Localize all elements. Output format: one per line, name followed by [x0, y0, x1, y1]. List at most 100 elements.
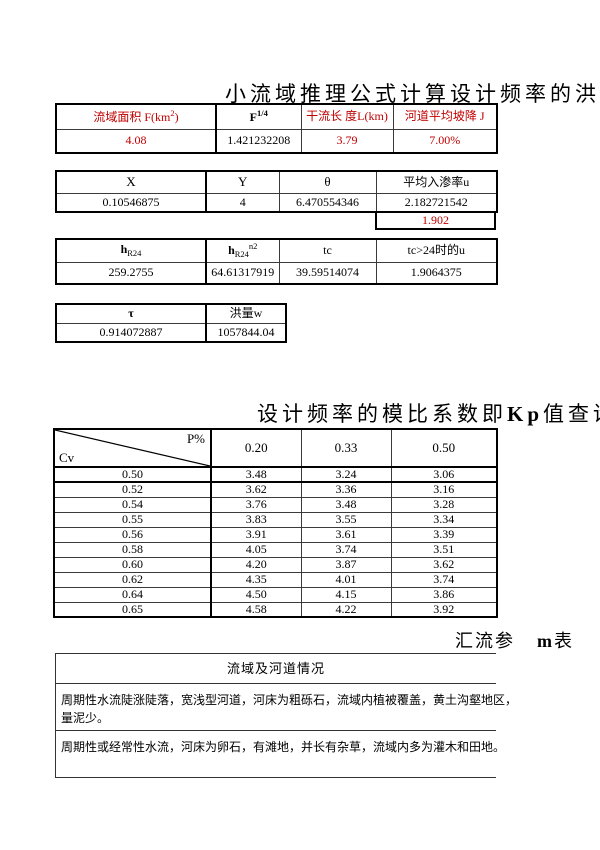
kp-value-cell: 3.87 [300, 556, 392, 573]
kp-cv-cell: 0.65 [53, 601, 212, 618]
superscript: n2 [248, 241, 258, 252]
kp-value-cell: 3.61 [300, 526, 392, 543]
m-table-label: 汇流参 m表 [455, 627, 574, 653]
kp-row: 0.56 3.91 3.61 3.39 [53, 526, 498, 543]
kp-cv-cell: 0.54 [53, 496, 212, 513]
kp-value-cell: 4.20 [210, 556, 302, 573]
river-condition-row2-text: 周期性或经常性水流，河床为卵石，有滩地，并长有杂草，流域内多为灌木和田地。 [61, 740, 506, 754]
kp-value-cell: 3.92 [390, 601, 498, 618]
kp-value-cell: 3.24 [300, 466, 392, 484]
header-text: F [249, 110, 257, 125]
xytheta-table: X Y θ 平均入渗率u 0.10546875 4 6.470554346 2.… [55, 170, 498, 213]
kp-value-cell: 3.62 [390, 556, 498, 573]
table-row: 周期性或经常性水流，河床为卵石，有滩地，并长有杂草，流域内多为灌木和田地。 [56, 730, 505, 778]
header-cell-infiltration: 平均入渗率u [375, 170, 498, 194]
kp-value-cell: 3.48 [300, 496, 392, 513]
kp-value-cell: 3.86 [390, 586, 498, 603]
kp-value-cell: 4.50 [210, 586, 302, 603]
kp-value-cell: 4.15 [300, 586, 392, 603]
kp-value-cell: 3.76 [210, 496, 302, 513]
kp-cv-cell: 0.62 [53, 571, 212, 588]
kp-value-cell: 3.48 [210, 466, 302, 484]
header-cell-slope: 河道平均坡降 J [392, 103, 498, 130]
kp-section-title: 设计频率的模比系数即Kp值查询 [257, 398, 600, 428]
kp-col-header: 0.50 [390, 428, 498, 468]
kp-value-cell: 3.51 [390, 541, 498, 558]
kp-lookup-table: P% Cv 0.20 0.33 0.50 0.50 3.48 3.24 3.06… [53, 428, 498, 619]
header-text: 流域面积 F(km [93, 110, 171, 125]
kp-row: 0.50 3.48 3.24 3.06 [53, 466, 498, 484]
kp-value-cell: 4.01 [300, 571, 392, 588]
kp-cv-cell: 0.50 [53, 466, 212, 484]
kp-row: 0.65 4.58 4.22 3.92 [53, 601, 498, 618]
kp-value-cell: 4.05 [210, 541, 302, 558]
value-cell-hr24n2: 64.61317919 [205, 261, 280, 285]
value-cell-tc: 39.59514074 [278, 261, 377, 285]
kp-cv-cell: 0.52 [53, 481, 212, 498]
kp-row: 0.52 3.62 3.36 3.16 [53, 481, 498, 498]
kp-value-cell: 4.22 [300, 601, 392, 618]
m-label-prefix: 汇流参 [455, 631, 515, 651]
header-cell-flood-volume: 洪量w [205, 303, 287, 324]
header-cell-tc: tc [278, 238, 377, 263]
kp-cv-cell: 0.60 [53, 556, 212, 573]
header-cell-basin-area: 流域面积 F(km2) [55, 103, 217, 130]
header-cell-tc24u: tc>24时的u [375, 238, 498, 263]
value-cell-tau: 0.914072887 [55, 322, 207, 343]
kp-p-label: P% [186, 431, 205, 446]
kp-row: 0.55 3.83 3.55 3.34 [53, 511, 498, 528]
kp-value-cell: 3.16 [390, 481, 498, 498]
header-cell-x: X [55, 170, 207, 194]
value-cell-flood-volume: 1057844.04 [205, 322, 287, 343]
kp-col-header: 0.33 [300, 428, 392, 468]
river-condition-header: 流域及河道情况 [56, 653, 496, 683]
value-cell-basin-area: 4.08 [55, 128, 217, 154]
header-cell-f14: F1/4 [215, 103, 302, 130]
value-cell-y: 4 [205, 192, 280, 213]
kp-cv-cell: 0.56 [53, 526, 212, 543]
kp-value-cell: 3.62 [210, 481, 302, 498]
kp-row: 0.58 4.05 3.74 3.51 [53, 541, 498, 558]
header-cell-y: Y [205, 170, 280, 194]
subscript: R24 [127, 248, 142, 259]
kp-value-cell: 3.36 [300, 481, 392, 498]
kp-value-cell: 4.58 [210, 601, 302, 618]
header-cell-theta: θ [278, 170, 377, 194]
kp-cv-cell: 0.55 [53, 511, 212, 528]
basin-params-table: 流域面积 F(km2) F1/4 干流长 度L(km) 河道平均坡降 J 4.0… [55, 103, 498, 154]
kp-title-suffix: 值查询 [543, 402, 600, 426]
page-title: 小流域推理公式计算设计频率的洪 [225, 78, 600, 108]
value-cell-f14: 1.421232208 [215, 128, 302, 154]
header-cell-tau: τ [55, 303, 207, 324]
m-label-m: m [537, 631, 554, 651]
kp-value-cell: 3.34 [390, 511, 498, 528]
river-condition-row1-text: 周期性水流陡涨陡落，宽浅型河道，河床为粗砾石，流域内植被覆盖，黄土沟壑地区，量泥… [61, 693, 518, 725]
header-text: ) [174, 110, 179, 125]
kp-value-cell: 4.35 [210, 571, 302, 588]
kp-value-cell: 3.28 [390, 496, 498, 513]
superscript: 1/4 [256, 108, 268, 119]
header-cell-hr24: hR24 [55, 238, 207, 263]
kp-value-cell: 3.06 [390, 466, 498, 484]
kp-title-prefix: 设计频率的模比系数即 [257, 402, 507, 426]
value-cell-theta: 6.470554346 [278, 192, 377, 213]
kp-value-cell: 3.91 [210, 526, 302, 543]
m-label-suffix: 表 [554, 631, 574, 651]
value-cell-stream-length: 3.79 [300, 128, 394, 154]
subscript: R24 [234, 249, 249, 260]
kp-row: 0.64 4.50 4.15 3.86 [53, 586, 498, 603]
kp-row: 0.62 4.35 4.01 3.74 [53, 571, 498, 588]
value-cell-infiltration: 2.182721542 [375, 192, 498, 213]
page-title-text: 小流域推理公式计算设计频率的洪 [225, 82, 600, 106]
kp-value-cell: 3.83 [210, 511, 302, 528]
kp-value-cell: 3.74 [300, 541, 392, 558]
table-row: 周期性水流陡涨陡落，宽浅型河道，河床为粗砾石，流域内植被覆盖，黄土沟壑地区，量泥… [56, 683, 517, 730]
header-cell-hr24n2: hR24n2 [205, 238, 280, 263]
kp-col-header: 0.20 [210, 428, 302, 468]
kp-row: 0.60 4.20 3.87 3.62 [53, 556, 498, 573]
kp-row: 0.54 3.76 3.48 3.28 [53, 496, 498, 513]
kp-cv-cell: 0.58 [53, 541, 212, 558]
header-cell-stream-length: 干流长 度L(km) [300, 103, 394, 130]
value-cell-x: 0.10546875 [55, 192, 207, 213]
